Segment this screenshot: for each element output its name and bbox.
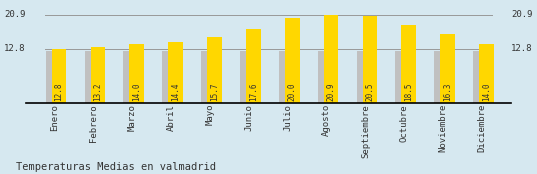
Bar xyxy=(207,37,222,102)
Bar xyxy=(473,51,483,102)
Bar xyxy=(168,42,183,102)
Text: 12.8: 12.8 xyxy=(55,83,63,101)
Text: 17.6: 17.6 xyxy=(249,83,258,101)
Text: 14.0: 14.0 xyxy=(132,83,141,101)
Text: 13.2: 13.2 xyxy=(93,83,103,101)
Bar xyxy=(401,25,416,102)
Text: 16.3: 16.3 xyxy=(443,83,452,101)
Bar xyxy=(318,51,328,102)
Text: 20.9: 20.9 xyxy=(4,10,26,19)
Bar xyxy=(240,51,250,102)
Bar xyxy=(324,15,338,102)
Bar xyxy=(279,51,288,102)
Bar xyxy=(84,51,94,102)
Text: 15.7: 15.7 xyxy=(210,83,219,101)
Text: 20.5: 20.5 xyxy=(365,83,374,101)
Bar xyxy=(162,51,172,102)
Bar xyxy=(362,16,378,102)
Text: 20.9: 20.9 xyxy=(326,83,336,101)
Text: 14.0: 14.0 xyxy=(482,83,491,101)
Bar xyxy=(395,51,405,102)
Bar xyxy=(357,51,366,102)
Bar xyxy=(434,51,444,102)
Text: 12.8: 12.8 xyxy=(4,44,26,53)
Text: 20.0: 20.0 xyxy=(288,83,297,101)
Bar xyxy=(285,18,300,102)
Bar xyxy=(479,44,494,102)
Text: Temperaturas Medias en valmadrid: Temperaturas Medias en valmadrid xyxy=(16,162,216,172)
Text: 18.5: 18.5 xyxy=(404,83,413,101)
Text: 20.9: 20.9 xyxy=(511,10,533,19)
Bar xyxy=(46,51,55,102)
Text: 14.4: 14.4 xyxy=(171,83,180,101)
Bar xyxy=(91,47,105,102)
Bar xyxy=(201,51,211,102)
Bar xyxy=(246,29,261,102)
Bar xyxy=(440,34,455,102)
Bar xyxy=(129,44,144,102)
Text: 12.8: 12.8 xyxy=(511,44,533,53)
Bar xyxy=(52,49,67,102)
Bar xyxy=(124,51,133,102)
